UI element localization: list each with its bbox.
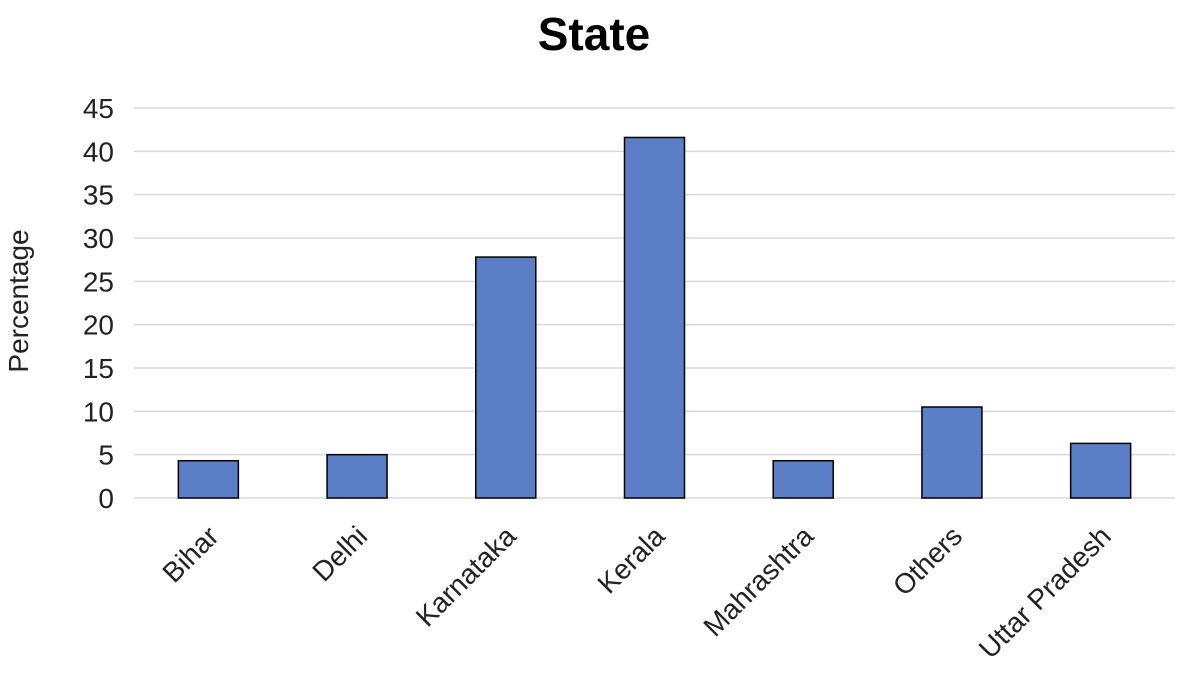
- x-tick-label: Karnataka: [410, 520, 522, 632]
- y-tick-label: 35: [83, 180, 114, 211]
- x-tick-label: Mahrashtra: [697, 520, 819, 642]
- bar-others: [921, 406, 983, 499]
- y-tick-label: 5: [98, 440, 114, 471]
- x-tick-label: Uttar Pradesh: [973, 520, 1117, 664]
- x-tick-label: Bihar: [156, 520, 224, 588]
- chart-title: State: [538, 8, 650, 60]
- y-tick-label: 30: [83, 223, 114, 254]
- y-tick-label: 25: [83, 266, 114, 297]
- x-tick-label: Delhi: [306, 520, 373, 587]
- bar-kerala: [623, 136, 686, 499]
- y-axis-ticks: 0 5 10 15 20 25 30 35 40 45: [83, 93, 114, 514]
- bar-karnataka: [475, 256, 537, 499]
- y-tick-label: 40: [83, 136, 114, 167]
- bar-mahrashtra: [772, 459, 834, 499]
- bar-delhi: [326, 453, 388, 499]
- bar-uttar-pradesh: [1069, 442, 1132, 499]
- x-axis-labels: Bihar Delhi Karnataka Kerala Mahrashtra Other…: [156, 520, 1116, 664]
- y-tick-label: 0: [98, 483, 114, 514]
- y-tick-label: 45: [83, 93, 114, 124]
- y-tick-label: 15: [83, 353, 114, 384]
- bars: [177, 136, 1132, 499]
- bar-bihar: [177, 459, 240, 499]
- x-tick-label: Kerala: [592, 520, 671, 599]
- x-tick-label: Others: [887, 520, 968, 601]
- y-tick-label: 20: [83, 310, 114, 341]
- y-axis-label: Percentage: [3, 229, 34, 372]
- y-tick-label: 10: [83, 396, 114, 427]
